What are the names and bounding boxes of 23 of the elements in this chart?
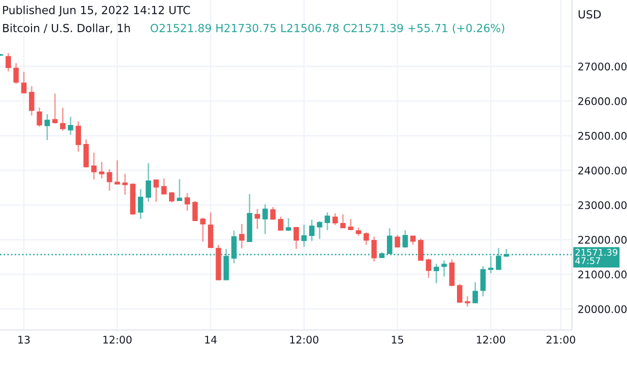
y-axis-title: USD [578, 10, 601, 18]
y-tick-label: 25000.00 [578, 132, 627, 140]
text: 47:57 [575, 257, 600, 264]
x-tick-label: 14 [205, 336, 217, 344]
x-tick-label: 21:00 [546, 336, 576, 344]
y-tick-label: 20000.00 [578, 305, 627, 314]
y-tick-label: 24000.00 [578, 166, 627, 174]
y-tick-label: 22000.00 [578, 236, 627, 244]
chart-subtitle: Published Jun 15, 2022 14:12 UTC [3, 6, 190, 16]
x-tick-label: 12:00 [103, 336, 132, 344]
x-tick-label: 12:00 [476, 336, 506, 344]
x-tick-label: 15 [392, 336, 404, 344]
y-tick-label: 21000.00 [578, 270, 627, 278]
x-tick-label: 13 [18, 336, 30, 344]
candlestick [418, 238, 424, 262]
annotation: O21521.89 H21730.75 L21506.78 C21571.39 +55.71 (+0.26%) [150, 24, 504, 34]
y-tick-label: 26000.00 [578, 97, 627, 106]
candlestick [192, 200, 198, 222]
y-tick-label: 27000.00 [578, 62, 627, 70]
text: Bitcoin / U.S. Dollar, 1h [3, 24, 130, 34]
x-tick-label: 12:00 [290, 336, 318, 344]
y-tick-label: 23000.00 [578, 201, 627, 210]
ref-line-label: 21571.39 [576, 248, 618, 256]
